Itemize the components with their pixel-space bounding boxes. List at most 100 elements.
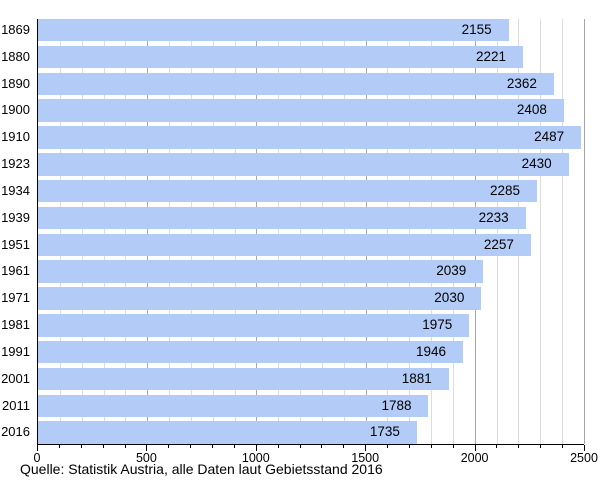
gridline-minor — [278, 19, 280, 444]
bar-value-label: 1881 — [401, 370, 432, 386]
x-axis-tick-labels: 0 500 1000 1500 2000 2500 — [34, 451, 598, 465]
bar-row: 2233 — [38, 206, 584, 230]
x-tick-minor — [80, 445, 82, 448]
x-tick-minor — [518, 445, 520, 448]
gridline-major — [256, 19, 258, 444]
x-tick-major — [365, 445, 367, 451]
gridline-minor — [540, 19, 542, 444]
year-label: 1900 — [1, 102, 30, 118]
x-tick-minor — [562, 445, 564, 448]
bar-value-label: 2362 — [506, 75, 537, 91]
bar-value-label: 2408 — [516, 102, 547, 118]
gridline-major — [365, 19, 367, 444]
bar-row: 1788 — [38, 394, 584, 417]
bar: 2257 — [38, 233, 531, 257]
gridline-major — [474, 19, 476, 444]
year-label: 1981 — [1, 317, 30, 333]
bar-row: 2039 — [38, 260, 584, 283]
year-label: 2001 — [1, 370, 30, 386]
bar-row: 2285 — [38, 179, 584, 203]
x-tick-minor — [190, 445, 192, 448]
bar-value-label: 2039 — [436, 263, 467, 279]
bar-value-label: 1946 — [415, 343, 446, 359]
gridline-major — [147, 19, 149, 444]
gridline-minor — [321, 19, 323, 444]
bar-value-label: 2030 — [434, 290, 465, 306]
bar-row: 2408 — [38, 99, 584, 122]
bar-value-label: 2487 — [534, 129, 565, 145]
bar: 2362 — [38, 72, 554, 96]
gridline-minor — [125, 19, 127, 444]
bar-value-label: 2430 — [521, 156, 552, 172]
bar-row: 1735 — [38, 421, 584, 444]
x-tick-major — [146, 445, 148, 451]
plot-area: 2155 2221 2362 2408 2487 2430 2285 2233 2257 2039… — [37, 19, 585, 445]
x-tick-label: 1000 — [241, 451, 270, 465]
year-label: 1939 — [1, 209, 30, 225]
x-tick-minor — [212, 445, 214, 448]
x-tick-minor — [277, 445, 279, 448]
bar-row: 2362 — [38, 72, 584, 96]
bar: 1946 — [38, 340, 463, 364]
x-tick-minor — [102, 445, 104, 448]
x-tick-minor — [58, 445, 60, 448]
bar: 2430 — [38, 153, 569, 176]
bar: 2030 — [38, 287, 482, 310]
source-note: Quelle: Statistik Austria, alle Daten la… — [20, 461, 383, 477]
x-tick-minor — [496, 445, 498, 448]
year-label: 1910 — [1, 129, 30, 145]
bar: 1788 — [38, 394, 429, 417]
gridline-minor — [518, 19, 520, 444]
bar: 2039 — [38, 260, 484, 283]
y-axis-year-labels: 1869 1880 1890 1900 1910 1923 1934 1939 1951 1961… — [0, 19, 30, 444]
bar: 1881 — [38, 367, 449, 391]
bar-row: 2030 — [38, 287, 584, 310]
x-axis-ticks — [37, 445, 585, 452]
gridline-minor — [234, 19, 236, 444]
bar-row: 2221 — [38, 45, 584, 69]
year-label: 1869 — [1, 22, 30, 37]
x-tick-major — [37, 445, 38, 451]
x-tick-label: 2000 — [460, 451, 489, 465]
year-label: 1923 — [1, 156, 30, 172]
bar-value-label: 2257 — [483, 236, 514, 252]
gridline-minor — [169, 19, 171, 444]
gridline-minor — [103, 19, 105, 444]
bars-container: 2155 2221 2362 2408 2487 2430 2285 2233 2257 2039… — [38, 19, 584, 444]
gridline-minor — [300, 19, 302, 444]
bar-value-label: 1735 — [369, 424, 400, 440]
bar-row: 2487 — [38, 126, 584, 149]
gridline-minor — [431, 19, 433, 444]
gridline-minor — [59, 19, 61, 444]
x-tick-minor — [387, 445, 389, 448]
bar-value-label: 2155 — [461, 22, 492, 37]
gridline-minor — [387, 19, 389, 444]
bar-value-label: 2285 — [489, 182, 521, 198]
gridline-minor — [81, 19, 83, 444]
x-tick-major — [474, 445, 476, 451]
x-tick-minor — [299, 445, 301, 448]
gridline-minor — [212, 19, 214, 444]
bar-value-label: 1788 — [381, 397, 412, 413]
bar-row: 1946 — [38, 340, 584, 364]
x-tick-minor — [408, 445, 410, 448]
year-label: 2016 — [1, 424, 30, 440]
bar-row: 1975 — [38, 314, 584, 337]
bar-row: 2430 — [38, 153, 584, 176]
year-label: 1991 — [1, 343, 30, 359]
bar: 2155 — [38, 19, 509, 42]
x-tick-major — [255, 445, 257, 451]
bar-value-label: 2221 — [476, 48, 507, 64]
x-tick-minor — [430, 445, 432, 448]
gridline-minor — [496, 19, 498, 444]
bar: 2408 — [38, 99, 564, 122]
bar-row: 2155 — [38, 19, 584, 42]
year-label: 1961 — [1, 263, 30, 279]
x-tick-minor — [168, 445, 170, 448]
x-tick-label: 2500 — [570, 451, 598, 465]
bar: 2487 — [38, 126, 582, 149]
bar-value-label: 2233 — [478, 209, 509, 225]
bar-row: 1881 — [38, 367, 584, 391]
x-tick-major — [584, 445, 585, 451]
gridline-major — [584, 19, 585, 444]
